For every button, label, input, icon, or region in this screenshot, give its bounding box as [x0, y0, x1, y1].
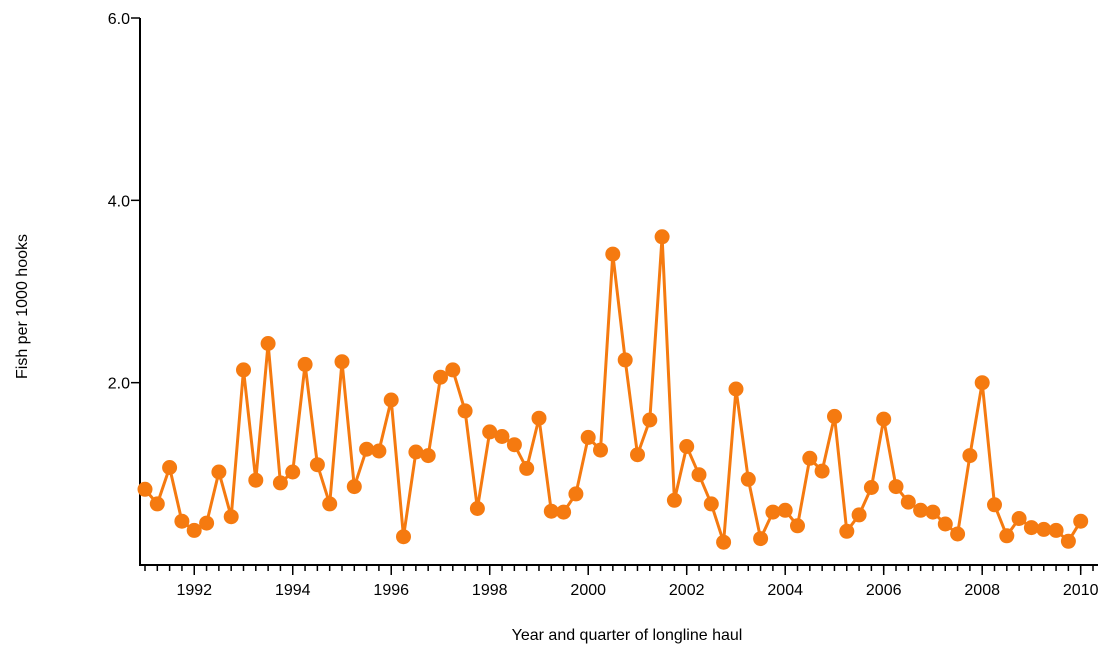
x-tick-label: 1996	[373, 582, 409, 599]
data-point	[765, 504, 781, 520]
data-point	[839, 523, 855, 539]
data-point	[457, 403, 473, 419]
data-point	[420, 448, 436, 464]
data-point	[248, 472, 264, 488]
data-point	[371, 443, 387, 459]
data-point	[309, 457, 325, 473]
data-point	[494, 429, 510, 444]
data-point	[396, 529, 411, 545]
data-point	[482, 424, 498, 440]
data-point	[913, 502, 929, 518]
x-ticks: 1992 1994 1996 1998 2000 2002 2004 2006 2008 2010	[144, 565, 1099, 599]
data-point	[334, 354, 350, 370]
data-point	[1036, 521, 1052, 537]
data-point	[691, 467, 707, 483]
data-point	[728, 381, 744, 397]
data-point	[506, 437, 522, 453]
data-point	[605, 246, 621, 262]
data-point	[851, 507, 867, 523]
data-point	[753, 531, 769, 547]
data-point	[199, 515, 215, 531]
data-point	[1023, 520, 1039, 536]
data-point	[519, 460, 535, 476]
data-point	[285, 464, 301, 480]
data-point	[790, 518, 805, 534]
data-point	[236, 362, 251, 378]
data-point	[223, 509, 239, 525]
data-point	[322, 496, 338, 512]
data-point	[777, 502, 793, 518]
data-point	[346, 479, 362, 495]
data-point	[900, 494, 916, 510]
x-tick-label: 2008	[964, 582, 1000, 599]
data-point	[137, 481, 153, 497]
data-point	[999, 528, 1015, 544]
data-point	[876, 411, 892, 427]
x-tick-label: 1994	[275, 582, 311, 599]
data-point	[716, 534, 732, 550]
data-point	[593, 442, 608, 458]
data-point	[543, 503, 559, 519]
data-point	[740, 471, 756, 487]
y-tick-label: 2.0	[108, 376, 130, 393]
data-point	[814, 463, 830, 479]
x-tick-label: 2004	[767, 582, 803, 599]
data-point	[987, 497, 1002, 513]
series-line	[143, 235, 1082, 544]
data-point	[950, 526, 966, 542]
data-point	[383, 392, 399, 408]
data-point	[174, 513, 190, 529]
data-point	[666, 492, 682, 508]
data-point	[260, 336, 276, 351]
data-point	[211, 464, 227, 480]
x-tick-label: 2010	[1063, 582, 1099, 599]
x-axis-title: Year and quarter of longline haul	[512, 627, 743, 644]
y-axis-title: Fish per 1000 hooks	[14, 234, 31, 379]
data-point	[925, 504, 941, 520]
data-point	[580, 429, 596, 445]
data-point	[433, 369, 448, 385]
data-point	[297, 356, 313, 372]
data-point	[962, 448, 978, 464]
data-point	[888, 479, 904, 495]
x-tick-label: 2002	[669, 582, 705, 599]
data-point	[802, 450, 818, 466]
data-point	[149, 496, 165, 512]
data-point	[863, 480, 879, 495]
y-tick-label: 6.0	[108, 11, 130, 28]
axes	[139, 18, 1098, 566]
y-tick-label: 4.0	[108, 193, 130, 210]
data-point	[186, 522, 202, 538]
data-points	[137, 229, 1089, 550]
data-point	[359, 441, 375, 457]
data-point	[654, 229, 670, 245]
data-point	[568, 486, 584, 502]
data-point	[1011, 511, 1027, 526]
x-tick-label: 2000	[570, 582, 606, 599]
data-point	[642, 412, 658, 428]
x-tick-label: 1992	[176, 582, 212, 599]
data-point	[937, 516, 953, 532]
data-point	[827, 408, 842, 424]
data-point	[445, 362, 461, 378]
data-point	[1048, 522, 1064, 538]
data-point	[974, 375, 990, 391]
x-tick-label: 2006	[866, 582, 902, 599]
data-point	[556, 504, 572, 520]
data-point	[531, 410, 547, 426]
data-point	[703, 496, 719, 512]
x-tick-label: 1998	[472, 582, 508, 599]
data-point	[630, 447, 645, 463]
data-point	[408, 444, 424, 460]
data-point	[469, 501, 485, 516]
data-point	[1073, 513, 1089, 529]
data-point	[617, 352, 633, 368]
data-point	[272, 475, 288, 491]
y-ticks: 2.0 4.0 6.0	[108, 11, 140, 393]
data-point	[679, 439, 695, 454]
data-point	[162, 460, 178, 475]
data-point	[1060, 533, 1076, 549]
